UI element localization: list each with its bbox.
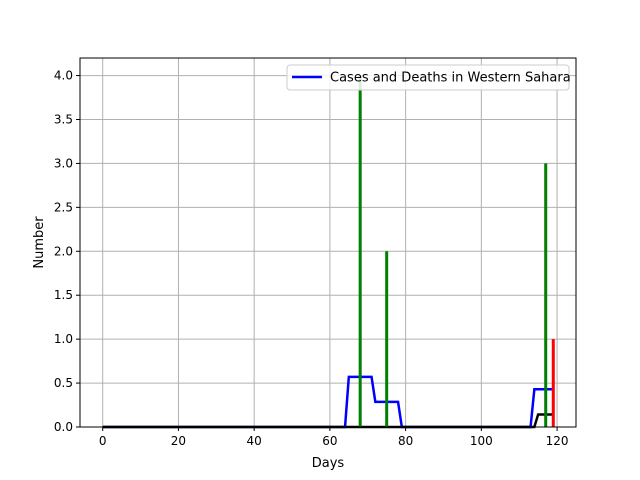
x-tick-label: 120 [546,434,569,448]
x-tick-label: 100 [470,434,493,448]
y-tick-label: 1.5 [54,288,73,302]
y-tick-label: 0.5 [54,376,73,390]
x-tick-label: 40 [247,434,262,448]
legend: Cases and Deaths in Western Sahara [287,65,571,90]
y-tick-label: 2.5 [54,200,73,214]
x-tick-label: 80 [398,434,413,448]
x-tick-label: 60 [322,434,337,448]
y-tick-label: 3.0 [54,156,73,170]
y-tick-label: 2.0 [54,244,73,258]
y-tick-label: 0.0 [54,420,73,434]
y-tick-label: 4.0 [54,69,73,83]
x-tick-label: 0 [99,434,107,448]
y-tick-label: 3.5 [54,113,73,127]
y-tick-label: 1.0 [54,332,73,346]
x-axis-label: Days [312,456,345,471]
x-tick-label: 20 [171,434,186,448]
legend-label: Cases and Deaths in Western Sahara [330,71,571,86]
y-axis-label: Number [32,216,47,269]
